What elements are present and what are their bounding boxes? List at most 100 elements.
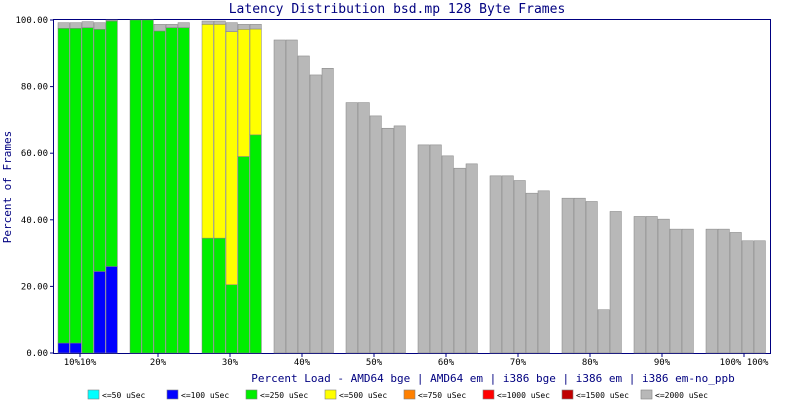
bar-segment-50%-cfg1-s7 bbox=[345, 102, 358, 354]
legend-label: <=250 uSec bbox=[260, 391, 308, 400]
bar-segment-100%-cfg4-s7 bbox=[741, 240, 754, 354]
x-tick-label: 30% bbox=[222, 358, 239, 368]
bar-segment-80%-cfg1-s7 bbox=[561, 197, 574, 354]
bar-segment-60%-cfg1-s7 bbox=[417, 144, 430, 354]
legend-label: <=750 uSec bbox=[418, 391, 466, 400]
legend-label: <=1500 uSec bbox=[576, 391, 629, 400]
bar-segment-100%-cfg1-s7 bbox=[705, 228, 718, 354]
bar-segment-60%-cfg3-s7 bbox=[441, 155, 454, 354]
x-axis-ticks: 10%10% 20% 30% 40% 50% 60% 70% 80% 90% 100% 100% bbox=[64, 353, 769, 368]
bar-segment-20%-cfg2-s2 bbox=[141, 19, 154, 354]
bar-segment-100%-cfg3-s7 bbox=[729, 232, 742, 354]
bar-segment-100%-cfg2-s7 bbox=[717, 228, 730, 354]
bar-segment-70%-cfg5-s7 bbox=[537, 190, 550, 354]
bar-segment-30%-cfg5-s7 bbox=[249, 24, 262, 30]
legend-label: <=500 uSec bbox=[339, 391, 387, 400]
bar-segment-10%-cfg5-s1 bbox=[105, 266, 118, 354]
bar-segment-10%-cfg5-s7 bbox=[105, 19, 118, 22]
bar-segment-30%-cfg2-s3 bbox=[213, 24, 226, 239]
bar-segment-20%-cfg1-s2 bbox=[129, 19, 142, 354]
bar-segment-10%-cfg4-s1 bbox=[93, 271, 106, 354]
bar-segment-80%-cfg4-s7 bbox=[597, 309, 610, 354]
legend-swatch bbox=[166, 389, 179, 400]
bar-segment-30%-cfg4-s2 bbox=[237, 156, 250, 354]
bar-segment-10%-cfg4-s2 bbox=[93, 29, 106, 272]
plot-frame bbox=[53, 19, 771, 354]
bar-segment-20%-cfg5-s7 bbox=[177, 22, 190, 28]
bar-segment-40%-cfg2-s7 bbox=[285, 39, 298, 354]
bar-segment-30%-cfg3-s7 bbox=[225, 22, 238, 32]
bar-segment-10%-cfg2-s1 bbox=[69, 342, 82, 354]
legend-label: <=50 uSec bbox=[102, 391, 146, 400]
chart-title: Latency Distribution bsd.mp 128 Byte Fra… bbox=[229, 2, 566, 17]
bar-segment-70%-cfg1-s7 bbox=[489, 175, 502, 354]
bar-segment-20%-cfg3-s7 bbox=[153, 24, 166, 32]
legend-swatch bbox=[245, 389, 258, 400]
legend: <=50 uSec <=100 uSec <=250 uSec <=500 uSec <… bbox=[87, 389, 708, 400]
bar-segment-90%-cfg4-s7 bbox=[669, 228, 682, 354]
bar-segment-30%-cfg3-s2 bbox=[225, 284, 238, 354]
bar-segment-10%-cfg1-s2 bbox=[57, 28, 70, 344]
x-tick-label: 80% bbox=[582, 358, 599, 368]
x-tick-label: 50% bbox=[366, 358, 383, 368]
bar-segment-10%-cfg2-s7 bbox=[69, 22, 82, 29]
bar-segment-70%-cfg4-s7 bbox=[525, 192, 538, 354]
bar-segment-10%-cfg2-s2 bbox=[69, 28, 82, 344]
bar-segment-30%-cfg2-s2 bbox=[213, 237, 226, 354]
legend-swatch bbox=[87, 389, 100, 400]
y-tick-label: 80.00 bbox=[21, 83, 48, 93]
legend-label: <=100 uSec bbox=[181, 391, 229, 400]
bar-segment-90%-cfg3-s7 bbox=[657, 218, 670, 354]
bar-segment-20%-cfg4-s7 bbox=[165, 24, 178, 28]
bar-segment-30%-cfg2-s7 bbox=[213, 20, 226, 25]
x-tick-label: 100% 100% bbox=[720, 358, 769, 368]
x-axis-label: Percent Load - AMD64 bge | AMD64 em | i3… bbox=[251, 372, 734, 385]
bar-segment-50%-cfg4-s7 bbox=[381, 127, 394, 354]
bar-segment-40%-cfg1-s7 bbox=[273, 39, 286, 354]
bars-layer bbox=[57, 19, 766, 354]
x-tick-label: 70% bbox=[510, 358, 527, 368]
bar-segment-60%-cfg5-s7 bbox=[465, 163, 478, 354]
legend-swatch bbox=[324, 389, 337, 400]
bar-segment-10%-cfg3-s2 bbox=[81, 27, 94, 354]
bar-segment-50%-cfg2-s7 bbox=[357, 102, 370, 354]
y-axis-label: Percent of Frames bbox=[1, 131, 14, 244]
bar-segment-80%-cfg2-s7 bbox=[573, 197, 586, 354]
y-tick-label: 100.00 bbox=[15, 16, 48, 26]
bar-segment-20%-cfg3-s2 bbox=[153, 30, 166, 354]
bar-segment-10%-cfg1-s1 bbox=[57, 342, 70, 354]
bar-segment-10%-cfg5-s2 bbox=[105, 20, 118, 267]
bar-segment-60%-cfg2-s7 bbox=[429, 144, 442, 354]
x-tick-label: 40% bbox=[294, 358, 311, 368]
bar-segment-40%-cfg4-s7 bbox=[309, 74, 322, 354]
bar-segment-70%-cfg3-s7 bbox=[513, 180, 526, 354]
bar-segment-30%-cfg4-s7 bbox=[237, 24, 250, 30]
bar-segment-10%-cfg3-s7 bbox=[81, 21, 94, 28]
bar-segment-30%-cfg5-s3 bbox=[249, 28, 262, 136]
x-tick-label: 10%10% bbox=[64, 358, 97, 368]
legend-label: <=2000 uSec bbox=[655, 391, 708, 400]
bar-segment-10%-cfg1-s7 bbox=[57, 22, 70, 29]
bar-segment-30%-cfg1-s7 bbox=[201, 20, 214, 25]
legend-swatch bbox=[482, 389, 495, 400]
legend-swatch bbox=[403, 389, 416, 400]
legend-swatch bbox=[561, 389, 574, 400]
y-tick-label: 0.00 bbox=[26, 349, 48, 359]
bar-segment-30%-cfg5-s2 bbox=[249, 134, 262, 354]
bar-segment-30%-cfg1-s2 bbox=[201, 237, 214, 354]
bar-segment-20%-cfg5-s2 bbox=[177, 27, 190, 354]
legend-label: <=1000 uSec bbox=[497, 391, 550, 400]
bar-segment-100%-cfg5-s7 bbox=[753, 240, 766, 354]
bar-segment-50%-cfg5-s7 bbox=[393, 125, 406, 354]
bar-segment-70%-cfg2-s7 bbox=[501, 175, 514, 354]
bar-segment-40%-cfg3-s7 bbox=[297, 55, 310, 354]
y-axis-ticks: 0.00 20.00 40.00 60.00 80.00 100.00 bbox=[15, 16, 54, 359]
y-tick-label: 60.00 bbox=[21, 149, 48, 159]
legend-swatch bbox=[640, 389, 653, 400]
x-tick-label: 20% bbox=[150, 358, 167, 368]
x-tick-label: 90% bbox=[654, 358, 671, 368]
y-tick-label: 40.00 bbox=[21, 216, 48, 226]
bar-segment-30%-cfg4-s3 bbox=[237, 29, 250, 157]
bar-segment-90%-cfg1-s7 bbox=[633, 216, 646, 354]
bar-segment-10%-cfg4-s7 bbox=[93, 22, 106, 30]
